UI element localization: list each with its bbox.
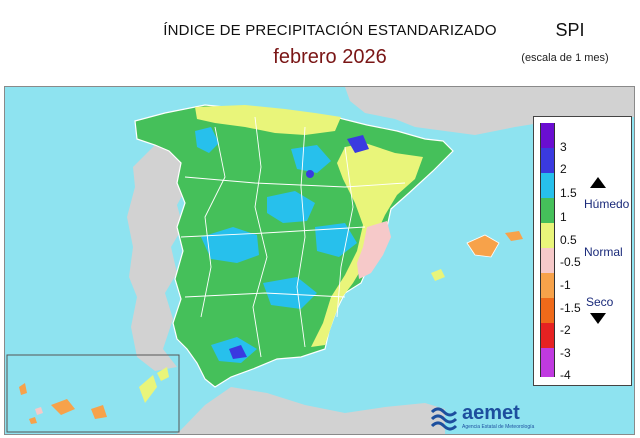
legend-swatch bbox=[540, 348, 555, 377]
canary-inset bbox=[6, 354, 180, 433]
index-name: SPI bbox=[555, 20, 585, 40]
legend-tick: -1 bbox=[560, 278, 571, 292]
legend-tick: -1.5 bbox=[560, 301, 581, 315]
zone-blue-5 bbox=[315, 223, 357, 257]
map-frame bbox=[4, 86, 635, 435]
legend-tick: 3 bbox=[560, 140, 567, 154]
zone-blue-6 bbox=[263, 277, 317, 309]
legend-swatch bbox=[540, 173, 555, 198]
zone-pink-valencia bbox=[357, 221, 391, 279]
aemet-logo: aemet Agencia Estatal de Meteorología bbox=[430, 402, 534, 432]
legend-swatch bbox=[540, 223, 555, 248]
zone-blue-1 bbox=[195, 127, 219, 153]
canary-lanzarote bbox=[157, 367, 169, 381]
legend-tick: 1 bbox=[560, 210, 567, 224]
dry-label: Seco bbox=[586, 295, 614, 309]
map-title: ÍNDICE DE PRECIPITACIÓN ESTANDARIZADO bbox=[163, 22, 497, 39]
legend-tick: 0.5 bbox=[560, 233, 577, 247]
spi-map bbox=[6, 87, 634, 434]
wet-arrow-icon bbox=[590, 177, 606, 188]
legend-color-bar bbox=[540, 123, 555, 377]
canary-tenerife bbox=[51, 399, 75, 415]
ibiza bbox=[431, 269, 445, 281]
legend-tick: 2 bbox=[560, 162, 567, 176]
legend-tick: -3 bbox=[560, 346, 571, 360]
spain-mainland bbox=[134, 104, 454, 388]
legend-swatch bbox=[540, 148, 555, 173]
zone-blue-3 bbox=[201, 227, 259, 263]
aemet-logo-icon bbox=[430, 407, 458, 431]
canary-gomera bbox=[35, 407, 43, 415]
aemet-logo-name: aemet bbox=[462, 402, 520, 424]
legend-tick: -2 bbox=[560, 323, 571, 337]
scale-note: (escala de 1 mes) bbox=[521, 52, 609, 64]
mallorca bbox=[466, 234, 500, 258]
province-boundaries bbox=[180, 116, 406, 358]
dry-arrow-icon bbox=[590, 313, 606, 324]
legend-tick: -4 bbox=[560, 368, 571, 382]
legend-tick: -0.5 bbox=[560, 255, 581, 269]
legend-swatch bbox=[540, 298, 555, 323]
zone-yellow-north bbox=[195, 105, 341, 135]
zone-darkblue-1 bbox=[347, 135, 369, 153]
legend-swatch bbox=[540, 198, 555, 223]
period-label: febrero 2026 bbox=[273, 46, 387, 68]
canary-hierro bbox=[29, 417, 37, 424]
zone-darkblue-2 bbox=[229, 345, 247, 359]
legend-swatch bbox=[540, 248, 555, 273]
aemet-logo-tagline: Agencia Estatal de Meteorología bbox=[462, 424, 535, 430]
normal-label: Normal bbox=[584, 245, 623, 259]
zone-blue-2 bbox=[291, 145, 331, 173]
portugal-land bbox=[127, 137, 189, 371]
zone-darkblue-3 bbox=[306, 170, 314, 178]
canary-lapalma bbox=[19, 383, 27, 395]
canary-grancanaria bbox=[91, 405, 107, 419]
menorca bbox=[505, 231, 523, 241]
legend-swatch bbox=[540, 273, 555, 298]
france-land bbox=[345, 87, 634, 135]
wet-label: Húmedo bbox=[584, 197, 630, 211]
spi-legend: 3 2 1.5 1 0.5 -0.5 -1 -1.5 -2 -3 -4 Húme… bbox=[533, 116, 632, 386]
legend-tick: 1.5 bbox=[560, 186, 577, 200]
legend-swatch bbox=[540, 323, 555, 348]
legend-swatch bbox=[540, 123, 555, 148]
africa-land bbox=[177, 387, 445, 434]
canary-fuerteventura bbox=[139, 375, 157, 403]
